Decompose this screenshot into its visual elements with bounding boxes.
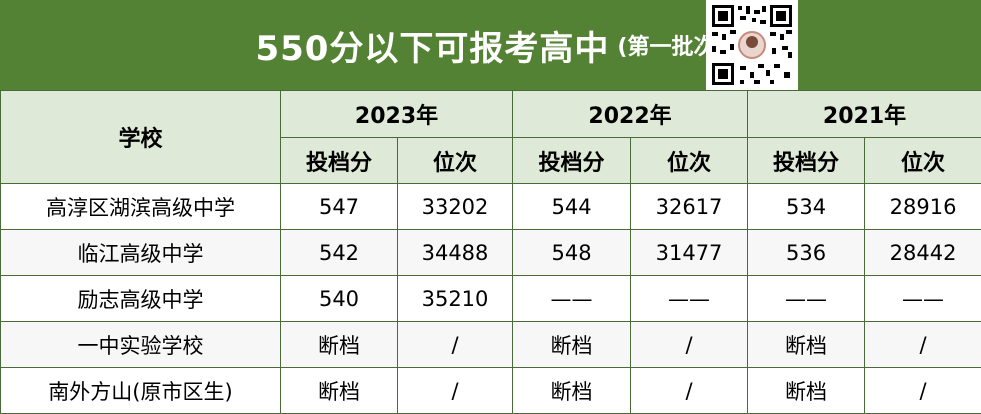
header-row-years: 学校 2023年 2022年 2021年: [1, 91, 981, 138]
rank-cell: 35210: [398, 276, 513, 322]
score-cell: 断档: [513, 322, 631, 368]
score-cell: 542: [281, 230, 398, 276]
qr-code-icon: [706, 0, 798, 90]
school-name: 南外方山(原市区生): [1, 368, 281, 414]
rank-cell: 33202: [398, 184, 513, 230]
page-title: 550分以下可报考高中 (第一批次): [0, 0, 981, 90]
score-cell: ——: [748, 276, 865, 322]
score-cell: 536: [748, 230, 865, 276]
subheader-score: 投档分: [281, 138, 398, 184]
subheader-rank: 位次: [398, 138, 513, 184]
rank-cell: 32617: [631, 184, 748, 230]
score-cell: 断档: [513, 368, 631, 414]
rank-cell: 34488: [398, 230, 513, 276]
year-header-2023: 2023年: [281, 91, 513, 138]
rank-cell: /: [398, 368, 513, 414]
table-row: 高淳区湖滨高级中学 547 33202 544 32617 534 28916: [1, 184, 981, 230]
score-cell: 540: [281, 276, 398, 322]
subheader-rank: 位次: [631, 138, 748, 184]
rank-cell: ——: [865, 276, 981, 322]
score-cell: 断档: [281, 368, 398, 414]
school-name: 临江高级中学: [1, 230, 281, 276]
score-cell: 544: [513, 184, 631, 230]
rank-cell: /: [865, 322, 981, 368]
rank-cell: 28442: [865, 230, 981, 276]
table-row: 南外方山(原市区生) 断档 / 断档 / 断档 /: [1, 368, 981, 414]
score-table: 学校 2023年 2022年 2021年 投档分 位次 投档分 位次 投档分 位…: [0, 90, 981, 414]
rank-cell: /: [631, 368, 748, 414]
year-header-2022: 2022年: [513, 91, 748, 138]
table-row: 励志高级中学 540 35210 —— —— —— ——: [1, 276, 981, 322]
rank-cell: ——: [631, 276, 748, 322]
rank-cell: /: [865, 368, 981, 414]
school-column-header: 学校: [1, 91, 281, 184]
score-cell: 断档: [748, 322, 865, 368]
subheader-rank: 位次: [865, 138, 981, 184]
score-cell: 断档: [281, 322, 398, 368]
score-cell: ——: [513, 276, 631, 322]
table-row: 临江高级中学 542 34488 548 31477 536 28442: [1, 230, 981, 276]
rank-cell: /: [631, 322, 748, 368]
title-main: 550分以下可报考高中: [255, 21, 609, 70]
score-cell: 断档: [748, 368, 865, 414]
school-name: 励志高级中学: [1, 276, 281, 322]
subheader-score: 投档分: [513, 138, 631, 184]
rank-cell: 31477: [631, 230, 748, 276]
year-header-2021: 2021年: [748, 91, 981, 138]
table-row: 一中实验学校 断档 / 断档 / 断档 /: [1, 322, 981, 368]
score-cell: 547: [281, 184, 398, 230]
qr-code-graphic: [706, 0, 798, 90]
rank-cell: /: [398, 322, 513, 368]
subheader-score: 投档分: [748, 138, 865, 184]
school-name: 一中实验学校: [1, 322, 281, 368]
school-name: 高淳区湖滨高级中学: [1, 184, 281, 230]
rank-cell: 28916: [865, 184, 981, 230]
score-cell: 534: [748, 184, 865, 230]
score-cell: 548: [513, 230, 631, 276]
